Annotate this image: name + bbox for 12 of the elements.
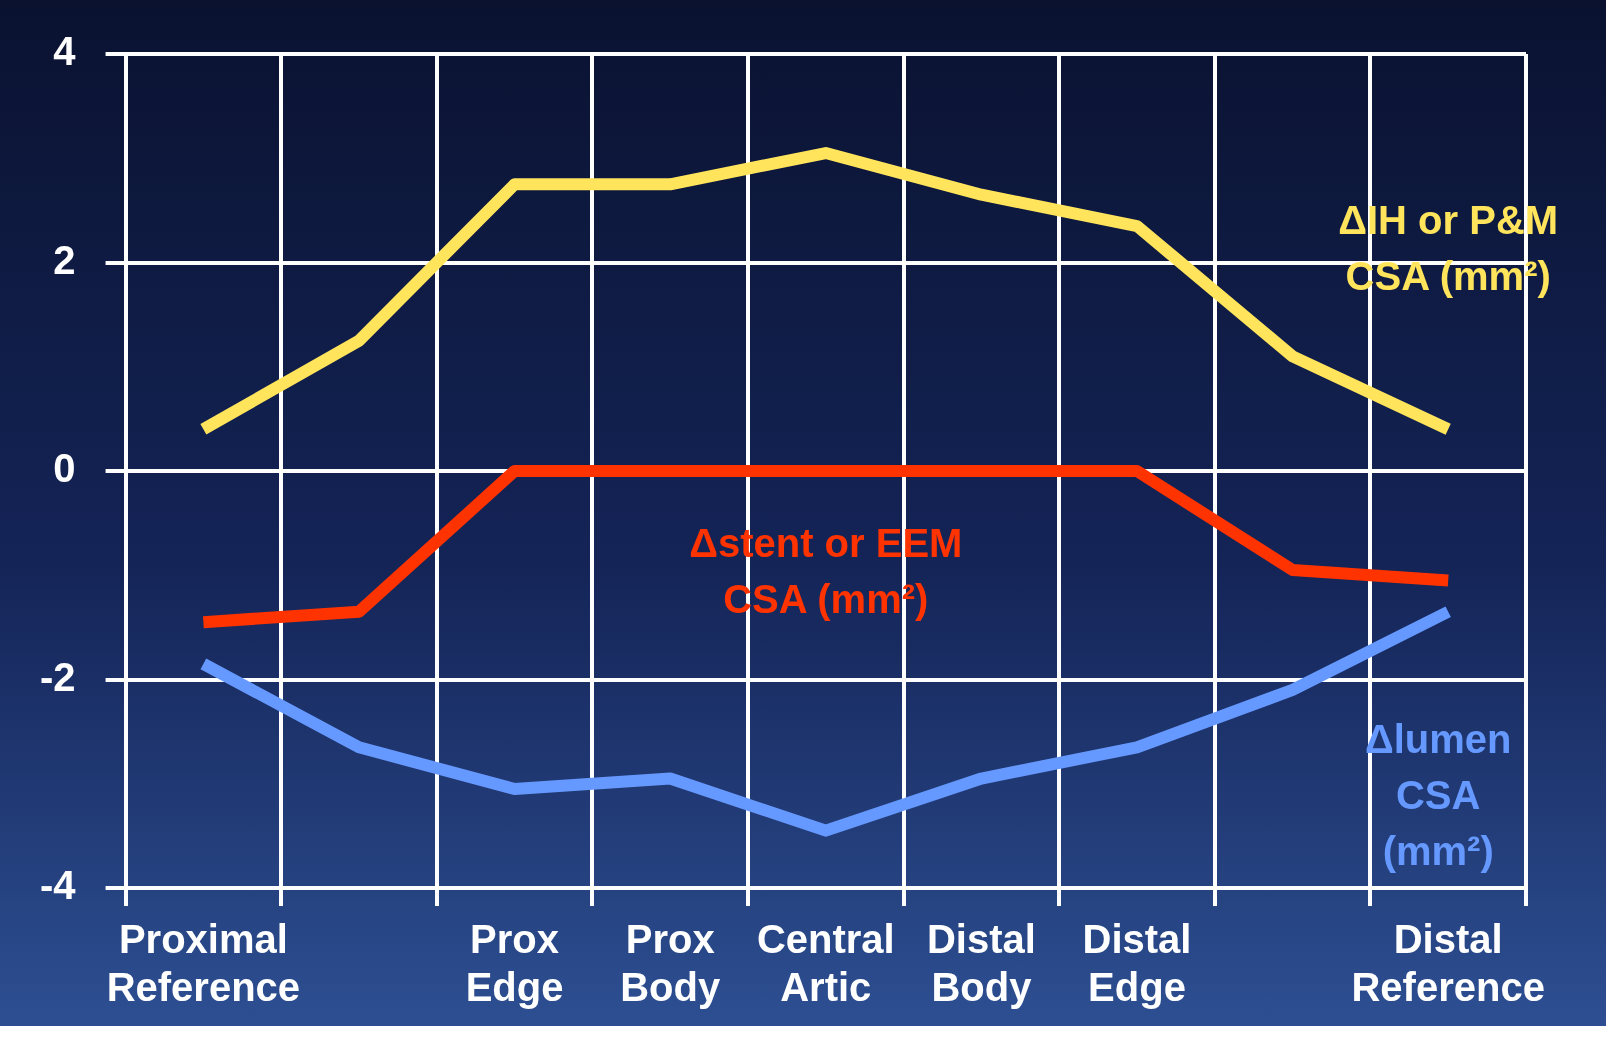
x-tick-label: Prox Edge — [465, 917, 564, 1010]
x-tick-label: Distal Reference — [1351, 917, 1545, 1010]
x-tick-label: Distal Edge — [1082, 917, 1192, 1010]
y-tick-label: -4 — [39, 863, 77, 908]
y-tick-label: 2 — [53, 237, 76, 282]
y-tick-label: -2 — [39, 654, 76, 699]
y-tick-label: 0 — [53, 446, 76, 491]
x-tick-label: Central Artic — [756, 917, 895, 1010]
x-tick-label: Distal Body — [926, 917, 1036, 1010]
x-tick-label: Prox Body — [620, 917, 721, 1010]
y-tick-label: 4 — [53, 29, 77, 74]
x-tick-label: Proximal Reference — [106, 917, 301, 1010]
